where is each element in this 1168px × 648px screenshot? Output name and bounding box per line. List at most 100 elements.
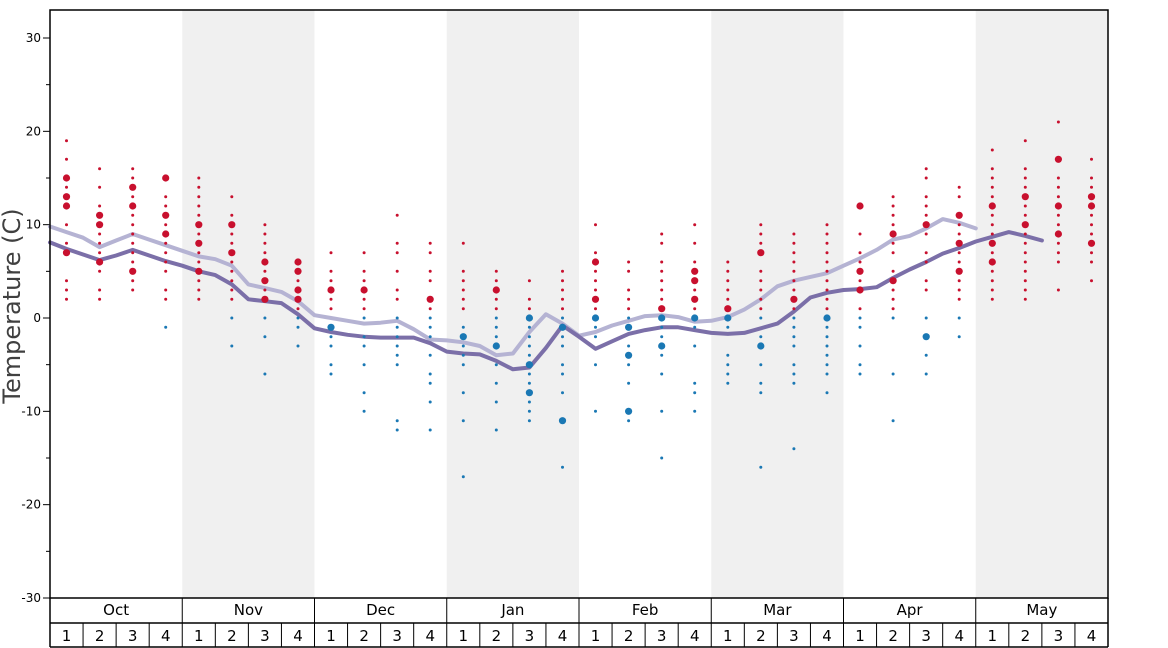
data-point <box>957 232 961 236</box>
data-point <box>164 297 168 301</box>
data-point <box>825 251 829 255</box>
week-label: 4 <box>293 627 303 645</box>
week-label: 2 <box>359 627 369 645</box>
data-point <box>197 260 201 264</box>
data-point <box>792 260 796 264</box>
data-point <box>1023 176 1027 180</box>
week-label: 4 <box>822 627 832 645</box>
data-point <box>726 372 730 376</box>
data-point <box>65 279 68 283</box>
data-point <box>957 251 961 255</box>
data-point <box>990 288 994 292</box>
data-point <box>96 258 104 266</box>
data-point <box>825 391 829 395</box>
data-point <box>131 195 135 199</box>
data-point <box>395 428 399 432</box>
data-point <box>924 251 928 255</box>
data-point <box>891 195 895 199</box>
data-point <box>955 267 963 275</box>
y-tick-label: 10 <box>26 218 41 232</box>
data-point <box>1023 167 1027 171</box>
data-point <box>957 279 961 283</box>
week-label: 4 <box>1087 627 1097 645</box>
data-point <box>660 288 664 292</box>
data-point <box>792 307 796 311</box>
week-label: 3 <box>657 627 667 645</box>
data-point <box>96 221 104 229</box>
data-point <box>395 213 399 217</box>
data-point <box>957 288 961 292</box>
data-point <box>625 323 633 331</box>
data-point <box>924 167 928 171</box>
data-point <box>263 316 267 320</box>
data-point <box>494 279 498 283</box>
week-label: 3 <box>921 627 931 645</box>
data-point <box>591 314 600 322</box>
data-point <box>594 279 597 283</box>
week-label: 1 <box>591 627 601 645</box>
data-points <box>62 120 1096 479</box>
data-point <box>428 251 432 255</box>
data-point <box>891 269 895 273</box>
y-tick-label: 0 <box>33 311 41 325</box>
data-point <box>825 307 829 311</box>
data-point <box>561 465 564 469</box>
data-point <box>955 239 963 247</box>
data-point <box>726 325 730 329</box>
data-point <box>1087 239 1096 247</box>
data-point <box>594 409 597 413</box>
week-label: 3 <box>789 627 799 645</box>
data-point <box>131 223 135 227</box>
data-point <box>856 202 864 210</box>
data-point <box>428 353 432 357</box>
data-point <box>594 269 597 273</box>
data-point <box>988 258 996 266</box>
week-label: 3 <box>260 627 270 645</box>
data-point <box>627 381 631 385</box>
data-point <box>263 241 267 245</box>
data-point <box>329 279 333 283</box>
data-point <box>197 288 201 292</box>
data-point <box>1054 155 1062 163</box>
data-point <box>988 239 996 247</box>
y-tick-label: 20 <box>26 124 41 138</box>
data-point <box>693 381 697 385</box>
data-point <box>461 297 465 301</box>
data-point <box>591 258 600 266</box>
data-point <box>327 323 335 331</box>
data-point <box>990 269 994 273</box>
data-point <box>197 176 201 180</box>
data-point <box>296 316 300 320</box>
data-point <box>362 269 366 273</box>
data-point <box>990 251 994 255</box>
data-point <box>65 223 68 227</box>
data-point <box>131 260 135 264</box>
y-axis-label: Temperature (C) <box>0 208 26 404</box>
data-point <box>561 269 564 273</box>
data-point <box>1023 232 1027 236</box>
data-point <box>858 372 862 376</box>
week-label: 4 <box>954 627 964 645</box>
data-point <box>1090 213 1093 217</box>
data-point <box>561 288 564 292</box>
data-point <box>230 241 234 245</box>
data-point <box>263 372 267 376</box>
data-point <box>988 202 996 210</box>
data-point <box>792 325 796 329</box>
data-point <box>197 279 201 283</box>
data-point <box>594 251 597 255</box>
data-point <box>856 267 864 275</box>
week-label: 2 <box>227 627 237 645</box>
data-point <box>691 314 699 322</box>
data-point <box>1023 185 1027 189</box>
data-point <box>362 297 366 301</box>
data-point <box>1056 241 1060 245</box>
data-point <box>428 316 432 320</box>
data-point <box>230 344 234 348</box>
data-point <box>625 407 633 415</box>
data-point <box>658 314 666 322</box>
data-point <box>296 325 300 329</box>
data-point <box>228 221 236 229</box>
data-point <box>594 335 597 339</box>
